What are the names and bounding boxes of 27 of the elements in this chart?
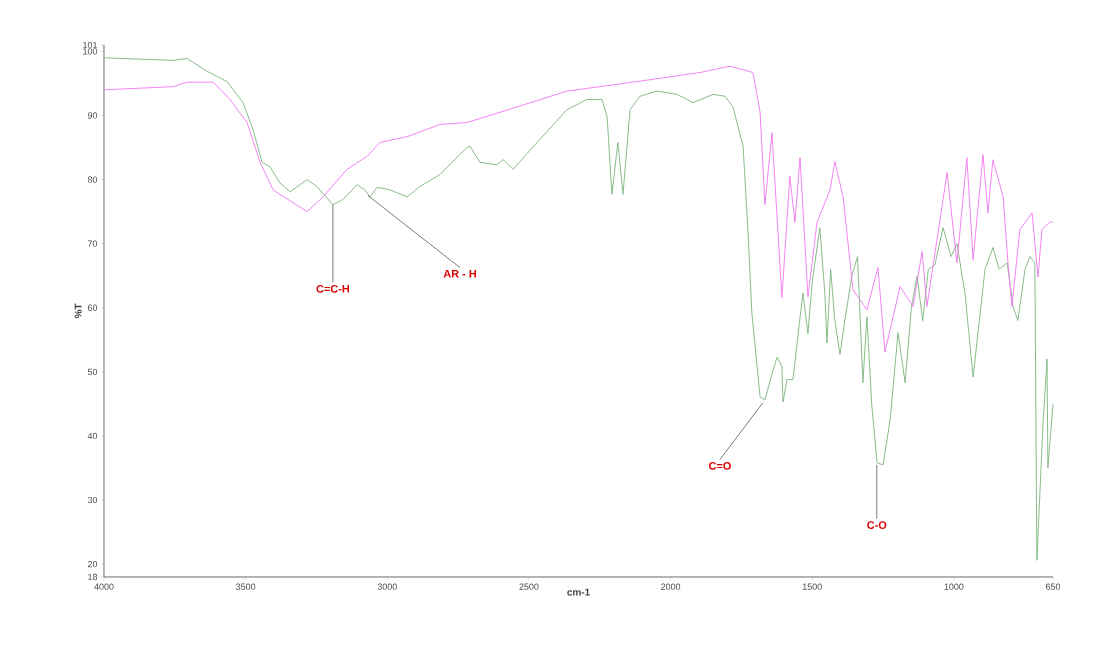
annotation: C=O [708,462,731,470]
x-tick-label: 3500 [236,583,256,590]
y-tick-label: 20 [87,560,98,568]
y-tick-label: 90 [87,112,98,119]
x-tick-label: 4000 [94,583,114,590]
x-tick-label: 2000 [661,583,681,590]
y-tick-label: 60 [87,304,98,311]
y-tick-label: 40 [87,432,98,440]
y-tick-label: 70 [87,240,98,247]
x-axis-title: cm-1 [567,588,590,596]
x-tick-label: 3000 [377,583,397,590]
annotation: C-O [867,521,887,529]
annotation: C=C-H [316,284,350,293]
x-tick-label: 1000 [944,583,964,590]
line-series [103,57,1054,561]
x-tick-label: 1500 [802,583,822,590]
annotation: AR - H [443,269,477,278]
y-tick-label: 50 [87,368,98,376]
y-tick-label: 80 [87,176,98,183]
line-series [103,65,1054,353]
x-tick-label: 2500 [519,583,539,590]
y-tick-label: 30 [87,496,98,504]
x-tick-label: 650 [1045,583,1061,590]
y-axis-title: %T [74,303,82,319]
y-tick-label: 100 [83,48,98,55]
y-tick-label: 18 [88,573,98,581]
y-tick-label: 101 [83,41,98,49]
